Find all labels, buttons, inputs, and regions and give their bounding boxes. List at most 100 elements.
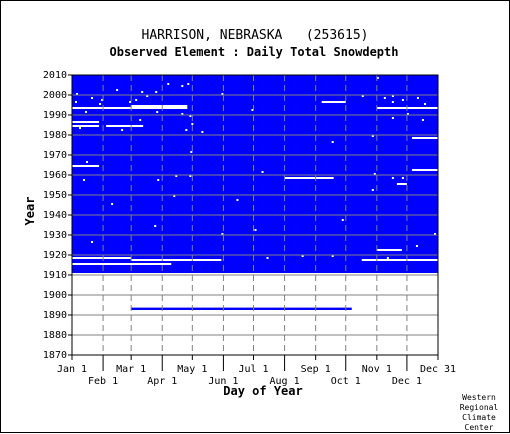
- missing-day: [221, 233, 224, 235]
- missing-day: [79, 127, 82, 129]
- missing-period: [72, 125, 100, 127]
- axis-ticks: 1870 1880 1890 1900 1910 1920 1930 1940 1950 1960…: [43, 70, 456, 387]
- missing-day: [421, 119, 424, 121]
- missing-day: [376, 77, 379, 79]
- missing-day: [406, 113, 409, 115]
- x-tick-label: May 1: [177, 364, 207, 375]
- y-tick-label: 1930: [43, 230, 67, 241]
- missing-day: [189, 115, 192, 117]
- missing-day: [391, 117, 394, 119]
- missing-day: [141, 91, 144, 93]
- y-tick-label: 1970: [43, 150, 67, 161]
- missing-day: [401, 177, 404, 179]
- y-tick-label: 1960: [43, 170, 67, 181]
- missing-day: [83, 179, 86, 181]
- missing-day: [157, 179, 160, 181]
- missing-day: [386, 257, 389, 259]
- missing-day: [135, 99, 138, 101]
- missing-day: [146, 95, 149, 97]
- x-tick-label: Oct 1: [331, 376, 361, 387]
- chart-subtitle: Observed Element : Daily Total Snowdepth: [110, 45, 399, 59]
- missing-period: [131, 105, 188, 107]
- missing-period: [411, 169, 438, 171]
- missing-day: [261, 171, 264, 173]
- missing-day: [99, 103, 102, 105]
- y-axis-label: Year: [23, 197, 37, 226]
- missing-day: [423, 103, 426, 105]
- missing-day: [154, 225, 157, 227]
- missing-period: [361, 259, 438, 261]
- missing-day: [373, 173, 376, 175]
- missing-period: [411, 137, 438, 139]
- missing-day: [85, 111, 88, 113]
- missing-period: [321, 101, 346, 103]
- missing-period: [72, 121, 100, 123]
- missing-day: [156, 111, 159, 113]
- x-tick-label: Nov 1: [362, 364, 392, 375]
- missing-day: [181, 85, 184, 87]
- missing-day: [167, 83, 170, 85]
- missing-day: [201, 131, 204, 133]
- data-block: [72, 75, 438, 273]
- credit-line: Climate: [462, 413, 496, 422]
- missing-day: [391, 101, 394, 103]
- credit-line: Regional: [460, 403, 499, 412]
- missing-period: [396, 183, 407, 185]
- missing-period: [72, 165, 100, 167]
- x-tick-label: Aug 1: [270, 376, 300, 387]
- x-tick-label: Jul 1: [238, 364, 268, 375]
- missing-day: [236, 199, 239, 201]
- y-tick-label: 2010: [43, 70, 67, 81]
- missing-day: [301, 255, 304, 257]
- missing-day: [433, 233, 436, 235]
- x-tick-label: Feb 1: [88, 376, 118, 387]
- y-tick-label: 1920: [43, 250, 67, 261]
- missing-day: [391, 177, 394, 179]
- missing-day: [254, 229, 257, 231]
- grid-lines: [71, 74, 439, 356]
- missing-period: [72, 257, 132, 259]
- missing-day: [341, 219, 344, 221]
- credit-block: Western Regional Climate Center: [460, 393, 499, 432]
- missing-day: [121, 129, 124, 131]
- x-axis-label: Day of Year: [223, 384, 302, 398]
- missing-day: [191, 123, 194, 125]
- missing-day: [116, 89, 119, 91]
- missing-day: [173, 195, 176, 197]
- missing-day: [401, 99, 404, 101]
- missing-day: [181, 113, 184, 115]
- missing-day: [76, 93, 79, 95]
- x-tick-label: Mar 1: [116, 364, 146, 375]
- missing-day: [383, 97, 386, 99]
- missing-day: [187, 83, 190, 85]
- y-tick-label: 1990: [43, 110, 67, 121]
- missing-day: [371, 189, 374, 191]
- missing-day: [139, 119, 142, 121]
- missing-day: [331, 255, 334, 257]
- missing-day: [86, 161, 89, 163]
- missing-period: [376, 249, 402, 251]
- x-tick-label: Sep 1: [301, 364, 331, 375]
- chart-title: HARRISON, NEBRASKA (253615): [142, 28, 369, 43]
- missing-day: [221, 93, 224, 95]
- missing-day: [185, 129, 188, 131]
- y-tick-label: 1910: [43, 270, 67, 281]
- missing-day: [251, 109, 254, 111]
- missing-day: [391, 95, 394, 97]
- x-tick-label: Dec 1: [392, 376, 422, 387]
- missing-period: [106, 125, 144, 127]
- y-tick-label: 1980: [43, 130, 67, 141]
- missing-day: [175, 175, 178, 177]
- missing-day: [111, 203, 114, 205]
- credit-line: Center: [465, 423, 494, 432]
- y-tick-label: 1870: [43, 350, 67, 361]
- missing-day: [190, 151, 193, 153]
- missing-period: [72, 107, 188, 109]
- observation-period: [131, 307, 352, 310]
- x-tick-label: Jan 1: [57, 364, 87, 375]
- missing-period: [376, 107, 438, 109]
- missing-day: [101, 99, 104, 101]
- missing-day: [266, 257, 269, 259]
